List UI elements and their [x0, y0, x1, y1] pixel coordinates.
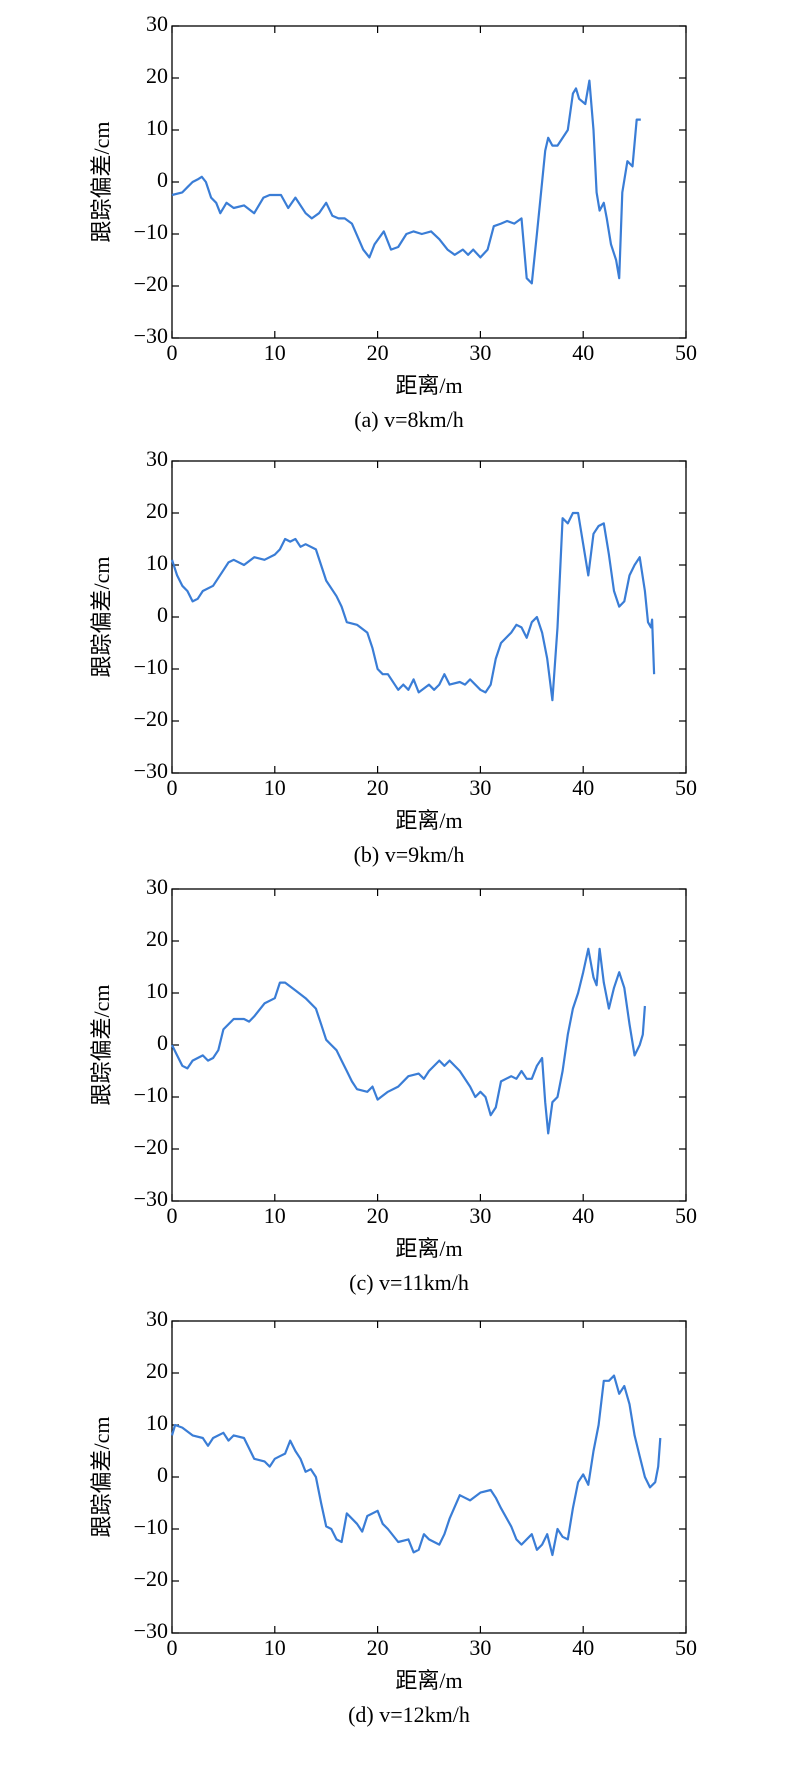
x-tick-label: 30 [469, 1635, 491, 1660]
x-tick-label: 40 [572, 340, 594, 365]
x-axis-label: 距离/m [395, 808, 462, 833]
caption: (c) v=11km/h [349, 1270, 469, 1295]
x-tick-label: 0 [167, 340, 178, 365]
plot-frame [171, 888, 687, 1202]
y-tick-label: 0 [157, 1030, 168, 1055]
y-tick-label: 10 [146, 550, 168, 575]
caption: (b) v=9km/h [354, 842, 465, 867]
y-axis-label: 跟踪偏差/cm [89, 122, 114, 243]
x-tick-label: 20 [367, 1203, 389, 1228]
x-tick-label: 0 [167, 775, 178, 800]
plot-frame [171, 1320, 687, 1634]
x-tick-label: 40 [572, 775, 594, 800]
x-tick-label: 50 [675, 1203, 697, 1228]
x-tick-label: 0 [167, 1203, 178, 1228]
y-tick-label: −30 [134, 1618, 168, 1643]
y-tick-label: 30 [146, 874, 168, 899]
x-tick-label: 30 [469, 1203, 491, 1228]
y-tick-label: 20 [146, 498, 168, 523]
y-tick-label: −10 [134, 1514, 168, 1539]
y-tick-label: 20 [146, 1358, 168, 1383]
y-tick-label: −20 [134, 1566, 168, 1591]
plot-frame [171, 25, 687, 339]
y-tick-label: 10 [146, 978, 168, 1003]
x-tick-label: 10 [264, 340, 286, 365]
y-tick-label: 20 [146, 63, 168, 88]
x-tick-label: 20 [367, 1635, 389, 1660]
x-tick-label: 30 [469, 340, 491, 365]
x-axis-label: 距离/m [395, 1668, 462, 1693]
x-tick-label: 40 [572, 1635, 594, 1660]
x-tick-label: 0 [167, 1635, 178, 1660]
data-line [170, 511, 656, 702]
y-tick-label: −10 [134, 1082, 168, 1107]
y-tick-label: 10 [146, 115, 168, 140]
x-tick-label: 10 [264, 1635, 286, 1660]
y-axis-label: 跟踪偏差/cm [89, 1417, 114, 1538]
y-axis-label: 跟踪偏差/cm [89, 985, 114, 1106]
y-tick-label: 30 [146, 446, 168, 471]
plot-frame [171, 460, 687, 774]
y-tick-label: −30 [134, 758, 168, 783]
x-tick-label: 30 [469, 775, 491, 800]
data-line [170, 1374, 662, 1557]
y-tick-label: 0 [157, 602, 168, 627]
y-tick-label: −10 [134, 219, 168, 244]
y-axis-label: 跟踪偏差/cm [89, 557, 114, 678]
y-tick-label: 30 [146, 11, 168, 36]
x-tick-label: 20 [367, 775, 389, 800]
data-line [171, 947, 646, 1135]
y-tick-label: −30 [134, 323, 168, 348]
y-tick-label: −10 [134, 654, 168, 679]
y-tick-label: 0 [157, 1462, 168, 1487]
data-line [171, 79, 641, 285]
x-tick-label: 20 [367, 340, 389, 365]
x-tick-label: 10 [264, 775, 286, 800]
y-tick-label: 0 [157, 167, 168, 192]
x-tick-label: 50 [675, 1635, 697, 1660]
caption: (a) v=8km/h [354, 407, 464, 432]
x-tick-label: 40 [572, 1203, 594, 1228]
x-tick-label: 10 [264, 1203, 286, 1228]
y-tick-label: 20 [146, 926, 168, 951]
x-axis-label: 距离/m [395, 373, 462, 398]
x-axis-label: 距离/m [395, 1236, 462, 1261]
y-tick-label: −30 [134, 1186, 168, 1211]
x-tick-label: 50 [675, 340, 697, 365]
x-tick-label: 50 [675, 775, 697, 800]
y-tick-label: −20 [134, 271, 168, 296]
y-tick-label: 10 [146, 1410, 168, 1435]
y-tick-label: −20 [134, 706, 168, 731]
y-tick-label: −20 [134, 1134, 168, 1159]
caption: (d) v=12km/h [348, 1702, 470, 1727]
y-tick-label: 30 [146, 1306, 168, 1331]
